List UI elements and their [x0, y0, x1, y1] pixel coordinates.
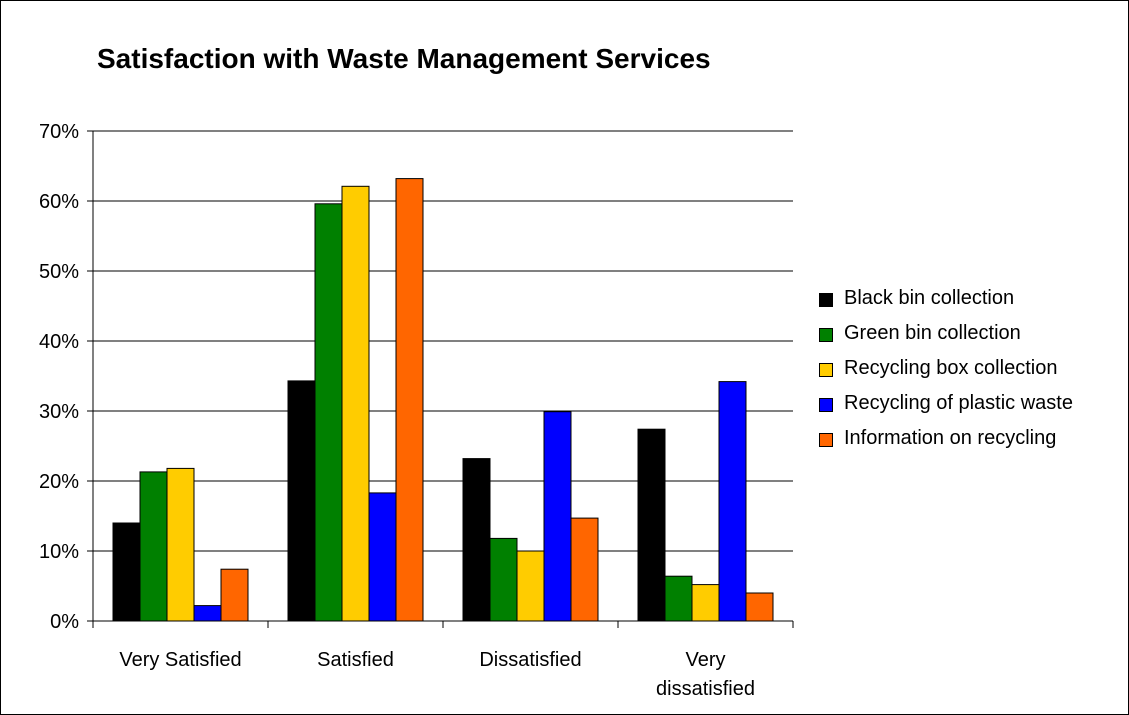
bar	[113, 523, 140, 621]
legend: Black bin collection Green bin collectio…	[819, 285, 1129, 460]
legend-item: Recycling of plastic waste	[819, 390, 1129, 425]
bars	[113, 179, 773, 621]
bar	[288, 381, 315, 621]
bar	[517, 551, 544, 621]
bar	[544, 412, 571, 621]
bar	[490, 538, 517, 621]
bar	[167, 468, 194, 621]
x-tick-label: Very	[685, 649, 725, 671]
bar	[719, 382, 746, 621]
legend-item: Black bin collection	[819, 285, 1129, 320]
bar	[369, 493, 396, 621]
bar	[140, 472, 167, 621]
legend-item: Green bin collection	[819, 320, 1129, 355]
bar	[342, 186, 369, 621]
x-tick-label: Dissatisfied	[479, 649, 581, 671]
bar	[221, 569, 248, 621]
bar	[396, 179, 423, 621]
y-tick-labels: 0% 10% 20% 30% 40% 50% 60% 70%	[39, 121, 79, 633]
bar	[571, 518, 598, 621]
x-tick-label: dissatisfied	[656, 678, 755, 700]
y-tick-label: 50%	[39, 261, 79, 283]
gridlines	[93, 131, 793, 551]
bar	[746, 593, 773, 621]
y-tick-label: 0%	[50, 611, 79, 633]
legend-swatch	[819, 433, 833, 447]
legend-item: Recycling box collection	[819, 355, 1129, 390]
x-tick-label: Satisfied	[317, 649, 394, 671]
legend-label: Black bin collection	[844, 287, 1014, 310]
bar	[665, 576, 692, 621]
legend-label: Information on recycling	[844, 427, 1056, 450]
legend-item: Information on recycling	[819, 425, 1129, 460]
x-tick-labels: Very Satisfied Satisfied Dissatisfied Very d…	[119, 649, 755, 700]
legend-label: Recycling box collection	[844, 357, 1057, 380]
bar	[638, 429, 665, 621]
bar	[692, 585, 719, 621]
legend-swatch	[819, 293, 833, 307]
legend-label: Green bin collection	[844, 322, 1021, 345]
y-tick-label: 30%	[39, 401, 79, 423]
x-tick-label: Very Satisfied	[119, 649, 241, 671]
legend-swatch	[819, 328, 833, 342]
y-tick-label: 70%	[39, 121, 79, 143]
legend-swatch	[819, 363, 833, 377]
legend-swatch	[819, 398, 833, 412]
bar	[194, 606, 221, 621]
y-tick-label: 60%	[39, 191, 79, 213]
y-tick-label: 10%	[39, 541, 79, 563]
bar	[315, 204, 342, 621]
legend-label: Recycling of plastic waste	[844, 392, 1073, 415]
y-tick-label: 40%	[39, 331, 79, 353]
bar	[463, 459, 490, 621]
y-tick-label: 20%	[39, 471, 79, 493]
